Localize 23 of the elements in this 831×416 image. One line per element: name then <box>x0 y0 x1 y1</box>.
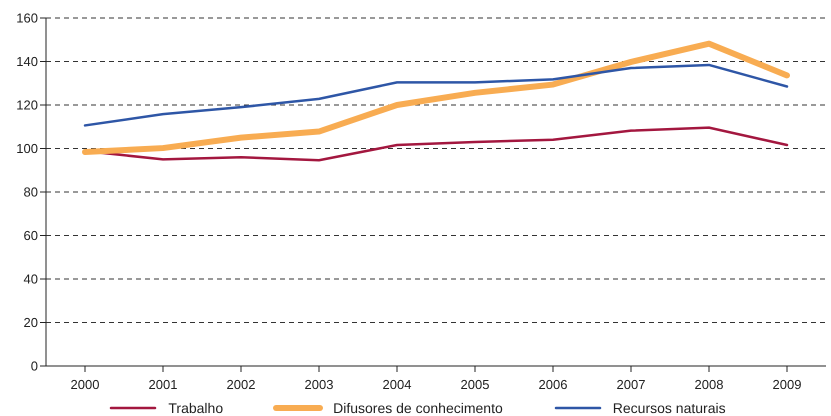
x-tick-label: 2009 <box>772 377 802 392</box>
y-tick-label: 20 <box>24 315 38 330</box>
x-tick-label: 2002 <box>226 377 256 392</box>
x-tick-label: 2006 <box>538 377 568 392</box>
y-tick-label: 160 <box>16 10 38 26</box>
y-tick-label: 60 <box>24 228 38 244</box>
x-tick-label: 2005 <box>460 377 490 392</box>
legend-label: Recursos naturais <box>612 400 726 416</box>
x-tick-label: 2008 <box>694 377 724 392</box>
y-tick-label: 120 <box>16 98 38 113</box>
y-tick-label: 140 <box>16 54 38 70</box>
y-tick-label: 100 <box>16 141 38 156</box>
legend-label: Difusores de conhecimento <box>333 400 503 416</box>
x-tick-label: 2003 <box>304 377 334 392</box>
y-tick-label: 40 <box>24 272 38 287</box>
legend-label: Trabalho <box>168 400 224 416</box>
y-tick-label: 0 <box>30 358 38 374</box>
y-tick-label: 80 <box>24 184 38 200</box>
x-tick-label: 2007 <box>616 377 646 392</box>
x-tick-label: 2001 <box>148 377 178 392</box>
line-series <box>84 64 788 127</box>
x-tick-label: 2000 <box>70 377 100 392</box>
x-tick-label: 2004 <box>382 377 412 392</box>
